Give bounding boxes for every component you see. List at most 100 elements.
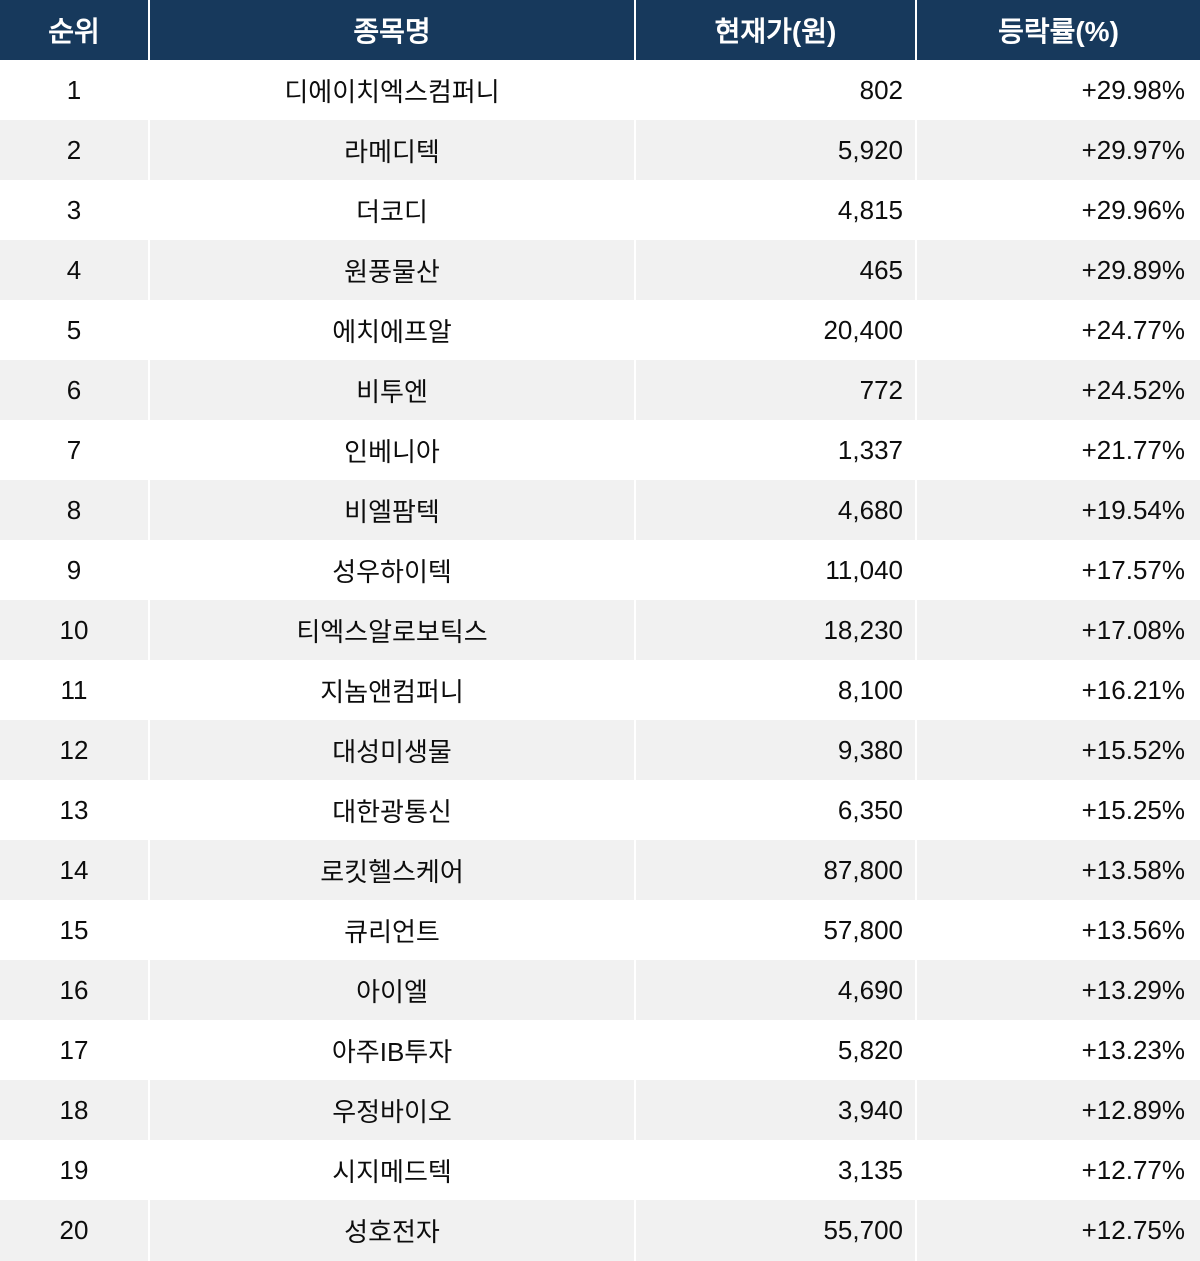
stock-name-cell: 비엘팜텍 xyxy=(150,480,636,540)
table-row: 5 에치에프알 20,400 +24.77% xyxy=(0,300,1200,360)
rank-cell: 13 xyxy=(0,780,150,840)
table-row: 3 더코디 4,815 +29.96% xyxy=(0,180,1200,240)
change-rate-cell: +17.08% xyxy=(1081,614,1185,645)
price-cell: 5,920 xyxy=(636,120,917,180)
table-row: 20 성호전자 55,700 +12.75% xyxy=(0,1200,1200,1261)
stock-name-cell: 디에이치엑스컴퍼니 xyxy=(150,60,636,120)
stock-name-cell: 시지메드텍 xyxy=(150,1140,636,1200)
table-row: 11 지놈앤컴퍼니 8,100 +16.21% xyxy=(0,660,1200,720)
price-cell: 772 xyxy=(636,360,917,420)
price-cell: 11,040 xyxy=(636,540,917,600)
header-current-price: 현재가(원) xyxy=(636,0,917,60)
change-rate-cell: +12.75% xyxy=(1081,1215,1185,1245)
change-rate-cell: +12.77% xyxy=(1081,1154,1185,1185)
change-rate-cell: +29.89% xyxy=(1081,254,1185,285)
price-cell: 1,337 xyxy=(636,420,917,480)
stock-name-cell: 로킷헬스케어 xyxy=(150,840,636,900)
rank-cell: 1 xyxy=(0,60,150,120)
stock-name-cell: 대성미생물 xyxy=(150,720,636,780)
price-cell: 20,400 xyxy=(636,300,917,360)
table-row: 8 비엘팜텍 4,680 +19.54% xyxy=(0,480,1200,540)
price-cell: 4,690 xyxy=(636,960,917,1020)
rank-cell: 2 xyxy=(0,120,150,180)
rank-cell: 7 xyxy=(0,420,150,480)
stock-name-cell: 티엑스알로보틱스 xyxy=(150,600,636,660)
rank-cell: 4 xyxy=(0,240,150,300)
table-row: 4 원풍물산 465 +29.89% xyxy=(0,240,1200,300)
change-rate-cell: +24.77% xyxy=(1081,314,1185,345)
table-row: 14 로킷헬스케어 87,800 +13.58% xyxy=(0,840,1200,900)
stock-name-cell: 성우하이텍 xyxy=(150,540,636,600)
header-rank: 순위 xyxy=(0,0,150,60)
stock-name-cell: 대한광통신 xyxy=(150,780,636,840)
change-rate-cell: +17.57% xyxy=(1081,554,1185,585)
change-rate-cell: +13.23% xyxy=(1081,1034,1185,1065)
change-rate-cell: +15.25% xyxy=(1081,794,1185,825)
stock-name-cell: 비투엔 xyxy=(150,360,636,420)
price-cell: 55,700 xyxy=(636,1200,917,1261)
price-cell: 802 xyxy=(636,60,917,120)
change-rate-cell: +16.21% xyxy=(1081,674,1185,705)
rank-cell: 8 xyxy=(0,480,150,540)
price-cell: 57,800 xyxy=(636,900,917,960)
stock-name-cell: 큐리언트 xyxy=(150,900,636,960)
stock-name-cell: 라메디텍 xyxy=(150,120,636,180)
stock-name-cell: 아주IB투자 xyxy=(150,1020,636,1080)
price-cell: 465 xyxy=(636,240,917,300)
table-row: 7 인베니아 1,337 +21.77% xyxy=(0,420,1200,480)
table-row: 6 비투엔 772 +24.52% xyxy=(0,360,1200,420)
rank-cell: 17 xyxy=(0,1020,150,1080)
rank-cell: 3 xyxy=(0,180,150,240)
table-row: 15 큐리언트 57,800 +13.56% xyxy=(0,900,1200,960)
table-body: 1 디에이치엑스컴퍼니 802 +29.98% 2 라메디텍 5,920 +29.97% 3 더코… xyxy=(0,60,1200,1261)
stock-name-cell: 우정바이오 xyxy=(150,1080,636,1140)
rank-cell: 9 xyxy=(0,540,150,600)
price-cell: 4,815 xyxy=(636,180,917,240)
change-rate-cell: +19.54% xyxy=(1081,494,1185,525)
rank-cell: 6 xyxy=(0,360,150,420)
price-cell: 3,940 xyxy=(636,1080,917,1140)
rank-cell: 15 xyxy=(0,900,150,960)
change-rate-cell: +12.89% xyxy=(1081,1094,1185,1125)
change-rate-cell: +29.96% xyxy=(1081,194,1185,225)
stock-name-cell: 에치에프알 xyxy=(150,300,636,360)
change-rate-cell: +13.58% xyxy=(1081,854,1185,885)
header-stock-name: 종목명 xyxy=(150,0,636,60)
change-rate-cell: +13.29% xyxy=(1081,974,1185,1005)
rank-cell: 14 xyxy=(0,840,150,900)
price-cell: 9,380 xyxy=(636,720,917,780)
rank-cell: 16 xyxy=(0,960,150,1020)
price-cell: 8,100 xyxy=(636,660,917,720)
rank-cell: 11 xyxy=(0,660,150,720)
table-row: 13 대한광통신 6,350 +15.25% xyxy=(0,780,1200,840)
table-row: 12 대성미생물 9,380 +15.52% xyxy=(0,720,1200,780)
change-rate-cell: +15.52% xyxy=(1081,734,1185,765)
rank-cell: 19 xyxy=(0,1140,150,1200)
stock-name-cell: 인베니아 xyxy=(150,420,636,480)
stock-name-cell: 원풍물산 xyxy=(150,240,636,300)
price-cell: 87,800 xyxy=(636,840,917,900)
price-cell: 6,350 xyxy=(636,780,917,840)
table-row: 1 디에이치엑스컴퍼니 802 +29.98% xyxy=(0,60,1200,120)
rank-cell: 10 xyxy=(0,600,150,660)
change-rate-cell: +29.98% xyxy=(1081,74,1185,105)
table-row: 9 성우하이텍 11,040 +17.57% xyxy=(0,540,1200,600)
rank-cell: 20 xyxy=(0,1200,150,1261)
change-rate-cell: +21.77% xyxy=(1081,434,1185,465)
table-row: 17 아주IB투자 5,820 +13.23% xyxy=(0,1020,1200,1080)
rank-cell: 12 xyxy=(0,720,150,780)
stock-name-cell: 성호전자 xyxy=(150,1200,636,1261)
price-cell: 5,820 xyxy=(636,1020,917,1080)
change-rate-cell: +13.56% xyxy=(1081,914,1185,945)
stock-name-cell: 더코디 xyxy=(150,180,636,240)
stock-name-cell: 지놈앤컴퍼니 xyxy=(150,660,636,720)
change-rate-cell: +29.97% xyxy=(1081,134,1185,165)
table-header-row: 순위 종목명 현재가(원) 등락률(%) xyxy=(0,0,1200,60)
price-cell: 4,680 xyxy=(636,480,917,540)
header-change-rate: 등락률(%) xyxy=(998,16,1119,47)
rank-cell: 5 xyxy=(0,300,150,360)
rank-cell: 18 xyxy=(0,1080,150,1140)
price-cell: 3,135 xyxy=(636,1140,917,1200)
table-row: 10 티엑스알로보틱스 18,230 +17.08% xyxy=(0,600,1200,660)
